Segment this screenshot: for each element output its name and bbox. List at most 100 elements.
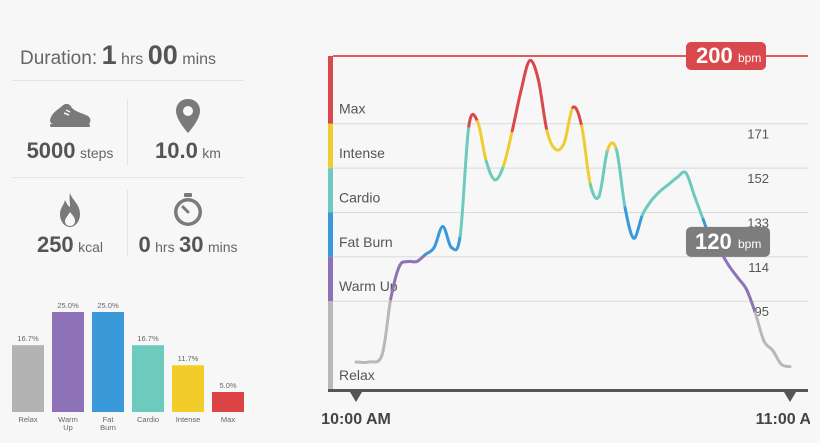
zone-bar-category-label: Intense [176, 415, 201, 424]
heart-rate-segment [545, 129, 558, 151]
heart-rate-segment [476, 119, 488, 163]
heart-rate-segment [771, 348, 783, 366]
heart-rate-segment [753, 311, 766, 343]
summary-panel: Duration: 1 hrs 00 mins 5000 steps [0, 0, 250, 443]
zone-bar-category-label: Fat [103, 415, 115, 424]
y-tick-label: 171 [747, 127, 769, 142]
heart-rate-chart: 171 152 133 114 95 Max Intense Cardio Fat Burn Wa… [321, 42, 810, 428]
zone-label: Cardio [339, 189, 380, 205]
heart-rate-segment [727, 264, 740, 280]
heart-rate-segment [736, 276, 749, 292]
time-label: 11:00 AM [756, 411, 810, 428]
heart-rate-segment [684, 171, 697, 198]
map-pin-icon [130, 98, 246, 133]
zone-bar-0 [12, 345, 44, 412]
max-bpm-badge [686, 42, 766, 71]
heart-rate-segment [649, 189, 662, 203]
heart-rate-segment [571, 105, 584, 128]
heart-rate-segment [658, 182, 670, 193]
zone-bar-category-label: Up [63, 423, 73, 432]
zone-label: Relax [339, 367, 375, 383]
zone-label: Warm Up [339, 278, 398, 294]
heart-rate-segment [745, 288, 757, 315]
y-tick-label: 114 [748, 260, 769, 275]
zone-bar-value-label: 16.7% [137, 334, 159, 343]
heart-rate-segment [354, 360, 371, 364]
zone-bar-3 [132, 345, 164, 412]
calories-unit: kcal [78, 239, 104, 255]
flame-icon [12, 192, 128, 227]
heart-rate-segment [458, 124, 471, 238]
heart-rate-segment [762, 339, 775, 352]
max-bpm-unit: bpm [738, 51, 761, 65]
zone-axis-segment [328, 123, 333, 169]
duration-label: Duration: [20, 48, 98, 69]
heart-rate-segment [606, 141, 618, 151]
heart-rate-segment [779, 362, 792, 369]
zone-label: Max [339, 101, 365, 117]
x-axis [328, 389, 808, 392]
heart-rate-segment [632, 213, 644, 240]
duration-row: Duration: 1 hrs 00 mins [12, 34, 244, 81]
current-bpm-unit: bpm [738, 237, 761, 251]
heart-rate-segment [510, 89, 523, 133]
duration-minutes: 00 [147, 40, 178, 70]
active-time-stat: 0 hrs 30 mins [130, 180, 246, 274]
zone-bar-category-label: Max [221, 415, 235, 424]
heart-rate-segment [536, 77, 549, 133]
time-label: 10:00 AM [321, 411, 391, 428]
zone-bar-category-label: Warm [58, 415, 78, 424]
zone-bar-1 [52, 312, 84, 412]
current-bpm-badge [686, 226, 770, 257]
zone-label: Intense [339, 145, 385, 161]
heart-rate-segment [562, 105, 575, 144]
max-bpm-value: 200 [696, 43, 733, 68]
stats-divider-top [127, 100, 128, 166]
calories-stat: 250 kcal [12, 180, 128, 274]
steps-stat: 5000 steps [12, 86, 128, 180]
zone-axis-segment [328, 168, 333, 213]
heart-rate-segment [519, 59, 532, 93]
heart-rate-segment [597, 147, 610, 198]
heart-rate-segment [693, 194, 705, 222]
duration-hours: 1 [101, 40, 117, 70]
heart-rate-segment [484, 159, 497, 182]
heart-rate-segment [423, 246, 436, 257]
heart-rate-segment [441, 225, 453, 250]
y-tick-label: 95 [755, 304, 769, 319]
heart-rate-segment [493, 164, 506, 182]
zone-axis-segment [328, 56, 333, 124]
active-hours-unit: hrs [155, 239, 175, 255]
zone-bar-4 [172, 365, 204, 412]
time-marker [784, 392, 796, 402]
y-tick-label: 152 [747, 171, 769, 186]
heart-rate-segment [380, 297, 393, 357]
heart-rate-segment [580, 124, 592, 186]
heart-rate-segment [614, 147, 627, 210]
steps-value: 5000 [26, 138, 76, 163]
distance-unit: km [202, 145, 221, 161]
heart-rate-segment [449, 234, 462, 252]
stopwatch-icon [130, 192, 246, 226]
heart-rate-segment [389, 264, 401, 301]
heart-rate-segment [554, 140, 566, 152]
hours-unit: hrs [121, 51, 144, 68]
distance-value: 10.0 [155, 138, 198, 163]
steps-unit: steps [79, 145, 114, 161]
heart-rate-segment [467, 112, 480, 128]
zone-bar-2 [92, 312, 124, 412]
zone-axis-segment [328, 301, 333, 390]
zone-bar-value-label: 5.0% [219, 381, 236, 390]
zone-bar-5 [212, 392, 244, 412]
heart-rate-segment [666, 175, 679, 186]
heart-rate-segment [502, 129, 514, 168]
zone-bar-value-label: 16.7% [17, 334, 39, 343]
zone-bar-category-label: Burn [100, 423, 116, 432]
zone-bar-value-label: 25.0% [57, 301, 79, 310]
zone-axis-segment [328, 256, 333, 302]
calories-value: 250 [36, 232, 74, 257]
active-hours: 0 [138, 232, 151, 257]
heart-rate-segment [415, 253, 427, 264]
zone-axis-segment [328, 212, 333, 257]
